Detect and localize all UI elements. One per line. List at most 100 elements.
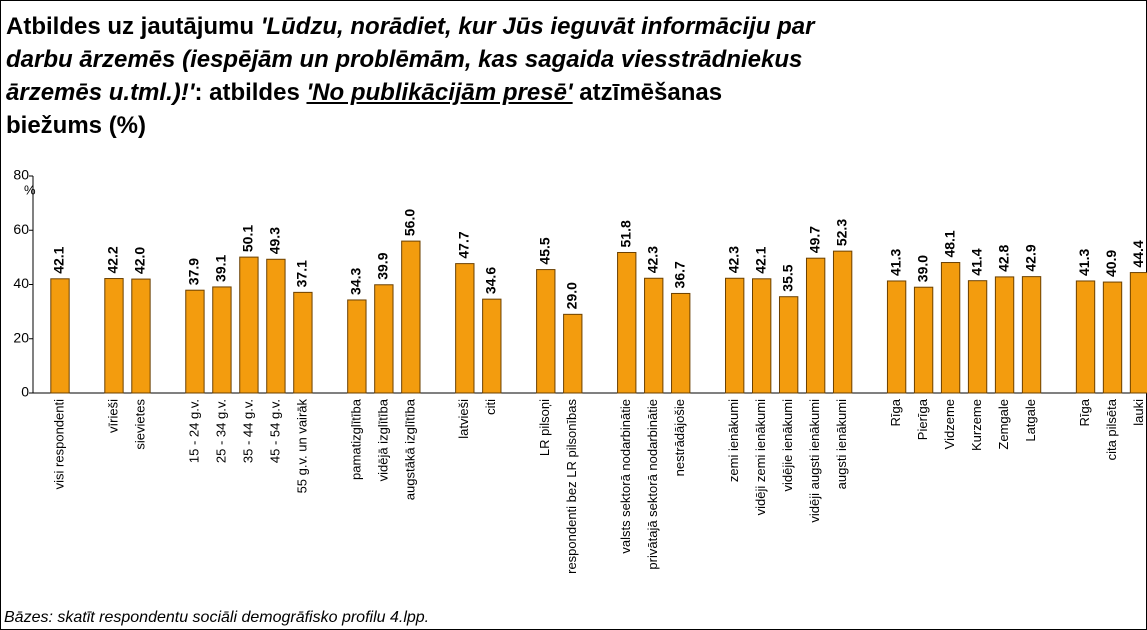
bar: [212, 286, 232, 394]
value-label: 42.8: [995, 244, 1011, 271]
value-label: 41.4: [968, 248, 984, 275]
x-tick-label: augstākā izglītība: [402, 398, 417, 500]
value-label: 50.1: [240, 225, 256, 252]
value-label: 52.3: [833, 219, 849, 246]
x-tick-label: 45 - 54 g.v.: [267, 399, 282, 463]
x-tick-label: Vidzeme: [942, 399, 957, 449]
value-label: 51.8: [617, 220, 633, 247]
y-tick-label: 40: [13, 275, 29, 291]
x-tick-label: privātajā sektorā nodarbinātie: [645, 399, 660, 570]
x-tick-label: valsts sektorā nodarbinātie: [618, 399, 633, 554]
bar: [185, 289, 205, 394]
y-axis-label: %: [24, 182, 36, 197]
x-tick-label: vidēji zemi ienākumi: [753, 399, 768, 515]
x-tick-label: 35 - 44 g.v.: [240, 399, 255, 463]
value-label: 48.1: [941, 230, 957, 257]
title-part: Atbildes uz jautājumu: [6, 13, 261, 40]
x-tick-label: LR pilsoņi: [537, 399, 552, 456]
value-label: 56.0: [402, 209, 418, 236]
y-tick-label: 0: [21, 384, 29, 400]
bar: [401, 240, 421, 394]
bar: [832, 250, 853, 394]
bar: [1021, 276, 1042, 394]
x-tick-label: vidējie ienākumi: [780, 399, 795, 492]
value-label: 42.1: [51, 246, 67, 273]
value-label: 41.3: [887, 249, 903, 276]
x-tick-label: vidējā izglītība: [375, 398, 390, 481]
x-tick-label: cita pilsēta: [1104, 398, 1119, 460]
y-tick-label: 60: [13, 221, 29, 237]
bar: [239, 256, 259, 394]
bar: [131, 278, 151, 394]
x-tick-label: sievietes: [132, 399, 147, 450]
bar: [886, 280, 907, 394]
x-tick-label: lauki: [1131, 399, 1146, 426]
title-part: : atbildes: [194, 79, 307, 106]
bar: [293, 291, 313, 394]
y-tick-label: 80: [13, 167, 29, 183]
title-part: 'No publikācijām presē': [306, 79, 573, 106]
value-label: 42.1: [752, 246, 768, 273]
x-tick-label: pamatizglītība: [348, 398, 363, 480]
x-tick-label: vidēji augsti ienākumi: [807, 399, 822, 523]
value-label: 34.6: [483, 267, 499, 294]
bar: [725, 277, 745, 394]
value-label: 49.7: [806, 226, 822, 253]
bar: [266, 258, 286, 394]
value-label: 37.9: [186, 258, 202, 285]
bar: [482, 298, 502, 394]
bar: [1129, 272, 1147, 394]
x-tick-label: vīrieši: [105, 399, 120, 433]
value-label: 35.5: [779, 264, 795, 291]
bar: [940, 262, 961, 394]
value-label: 36.7: [671, 261, 687, 288]
title-part: 'Lūdzu, norādiet, kur Jūs ieguvāt inform…: [260, 13, 815, 40]
x-tick-label: Rīga: [1077, 398, 1092, 426]
bar: [563, 313, 583, 394]
x-tick-label: zemi ienākumi: [726, 399, 741, 482]
x-tick-label: augsti ienākumi: [834, 399, 849, 489]
x-tick-label: Pierīga: [915, 398, 930, 440]
x-tick-label: latvieši: [456, 399, 471, 439]
bar: [536, 269, 556, 394]
x-tick-label: Kurzeme: [969, 399, 984, 451]
y-tick-label: 20: [13, 329, 29, 345]
value-label: 42.9: [1022, 244, 1038, 271]
value-label: 39.9: [375, 252, 391, 279]
bar: [104, 278, 124, 394]
title-part: darbu ārzemēs (iespējām un problēmām, ka…: [6, 46, 803, 73]
bar: [913, 286, 934, 394]
x-tick-label: Latgale: [1023, 399, 1038, 442]
bar: [50, 278, 70, 394]
title-part: atzīmēšanas: [572, 79, 723, 106]
value-label: 40.9: [1103, 250, 1119, 277]
bar: [752, 278, 772, 394]
bar: [347, 299, 367, 394]
value-label: 42.3: [725, 246, 741, 273]
bar: [617, 251, 637, 394]
x-tick-label: nestrādājošie: [672, 399, 687, 476]
value-label: 49.3: [267, 227, 283, 254]
bar: [644, 277, 664, 394]
bar: [967, 280, 988, 394]
title-part: ārzemēs u.tml.)!': [6, 79, 195, 106]
bar: [1102, 281, 1123, 394]
title-part: biežums (%): [6, 112, 147, 139]
bar: [671, 292, 691, 394]
value-label: 42.3: [644, 246, 660, 273]
x-tick-label: respondenti bez LR pilsonības: [564, 399, 579, 574]
value-label: 42.2: [105, 246, 121, 273]
value-label: 41.3: [1076, 249, 1092, 276]
x-tick-label: Zemgale: [996, 399, 1011, 450]
x-tick-label: 15 - 24 g.v.: [186, 399, 201, 463]
x-tick-label: visi respondenti: [51, 399, 66, 489]
x-tick-label: 55 g.v. un vairāk: [294, 399, 309, 494]
value-label: 34.3: [348, 267, 364, 294]
value-label: 39.0: [914, 255, 930, 282]
value-label: 45.5: [536, 237, 552, 264]
bar: [805, 257, 826, 394]
chart-title: Atbildes uz jautājumu 'Lūdzu, norādiet, …: [6, 10, 814, 142]
bar: [455, 263, 475, 394]
x-tick-label: citi: [483, 399, 498, 415]
